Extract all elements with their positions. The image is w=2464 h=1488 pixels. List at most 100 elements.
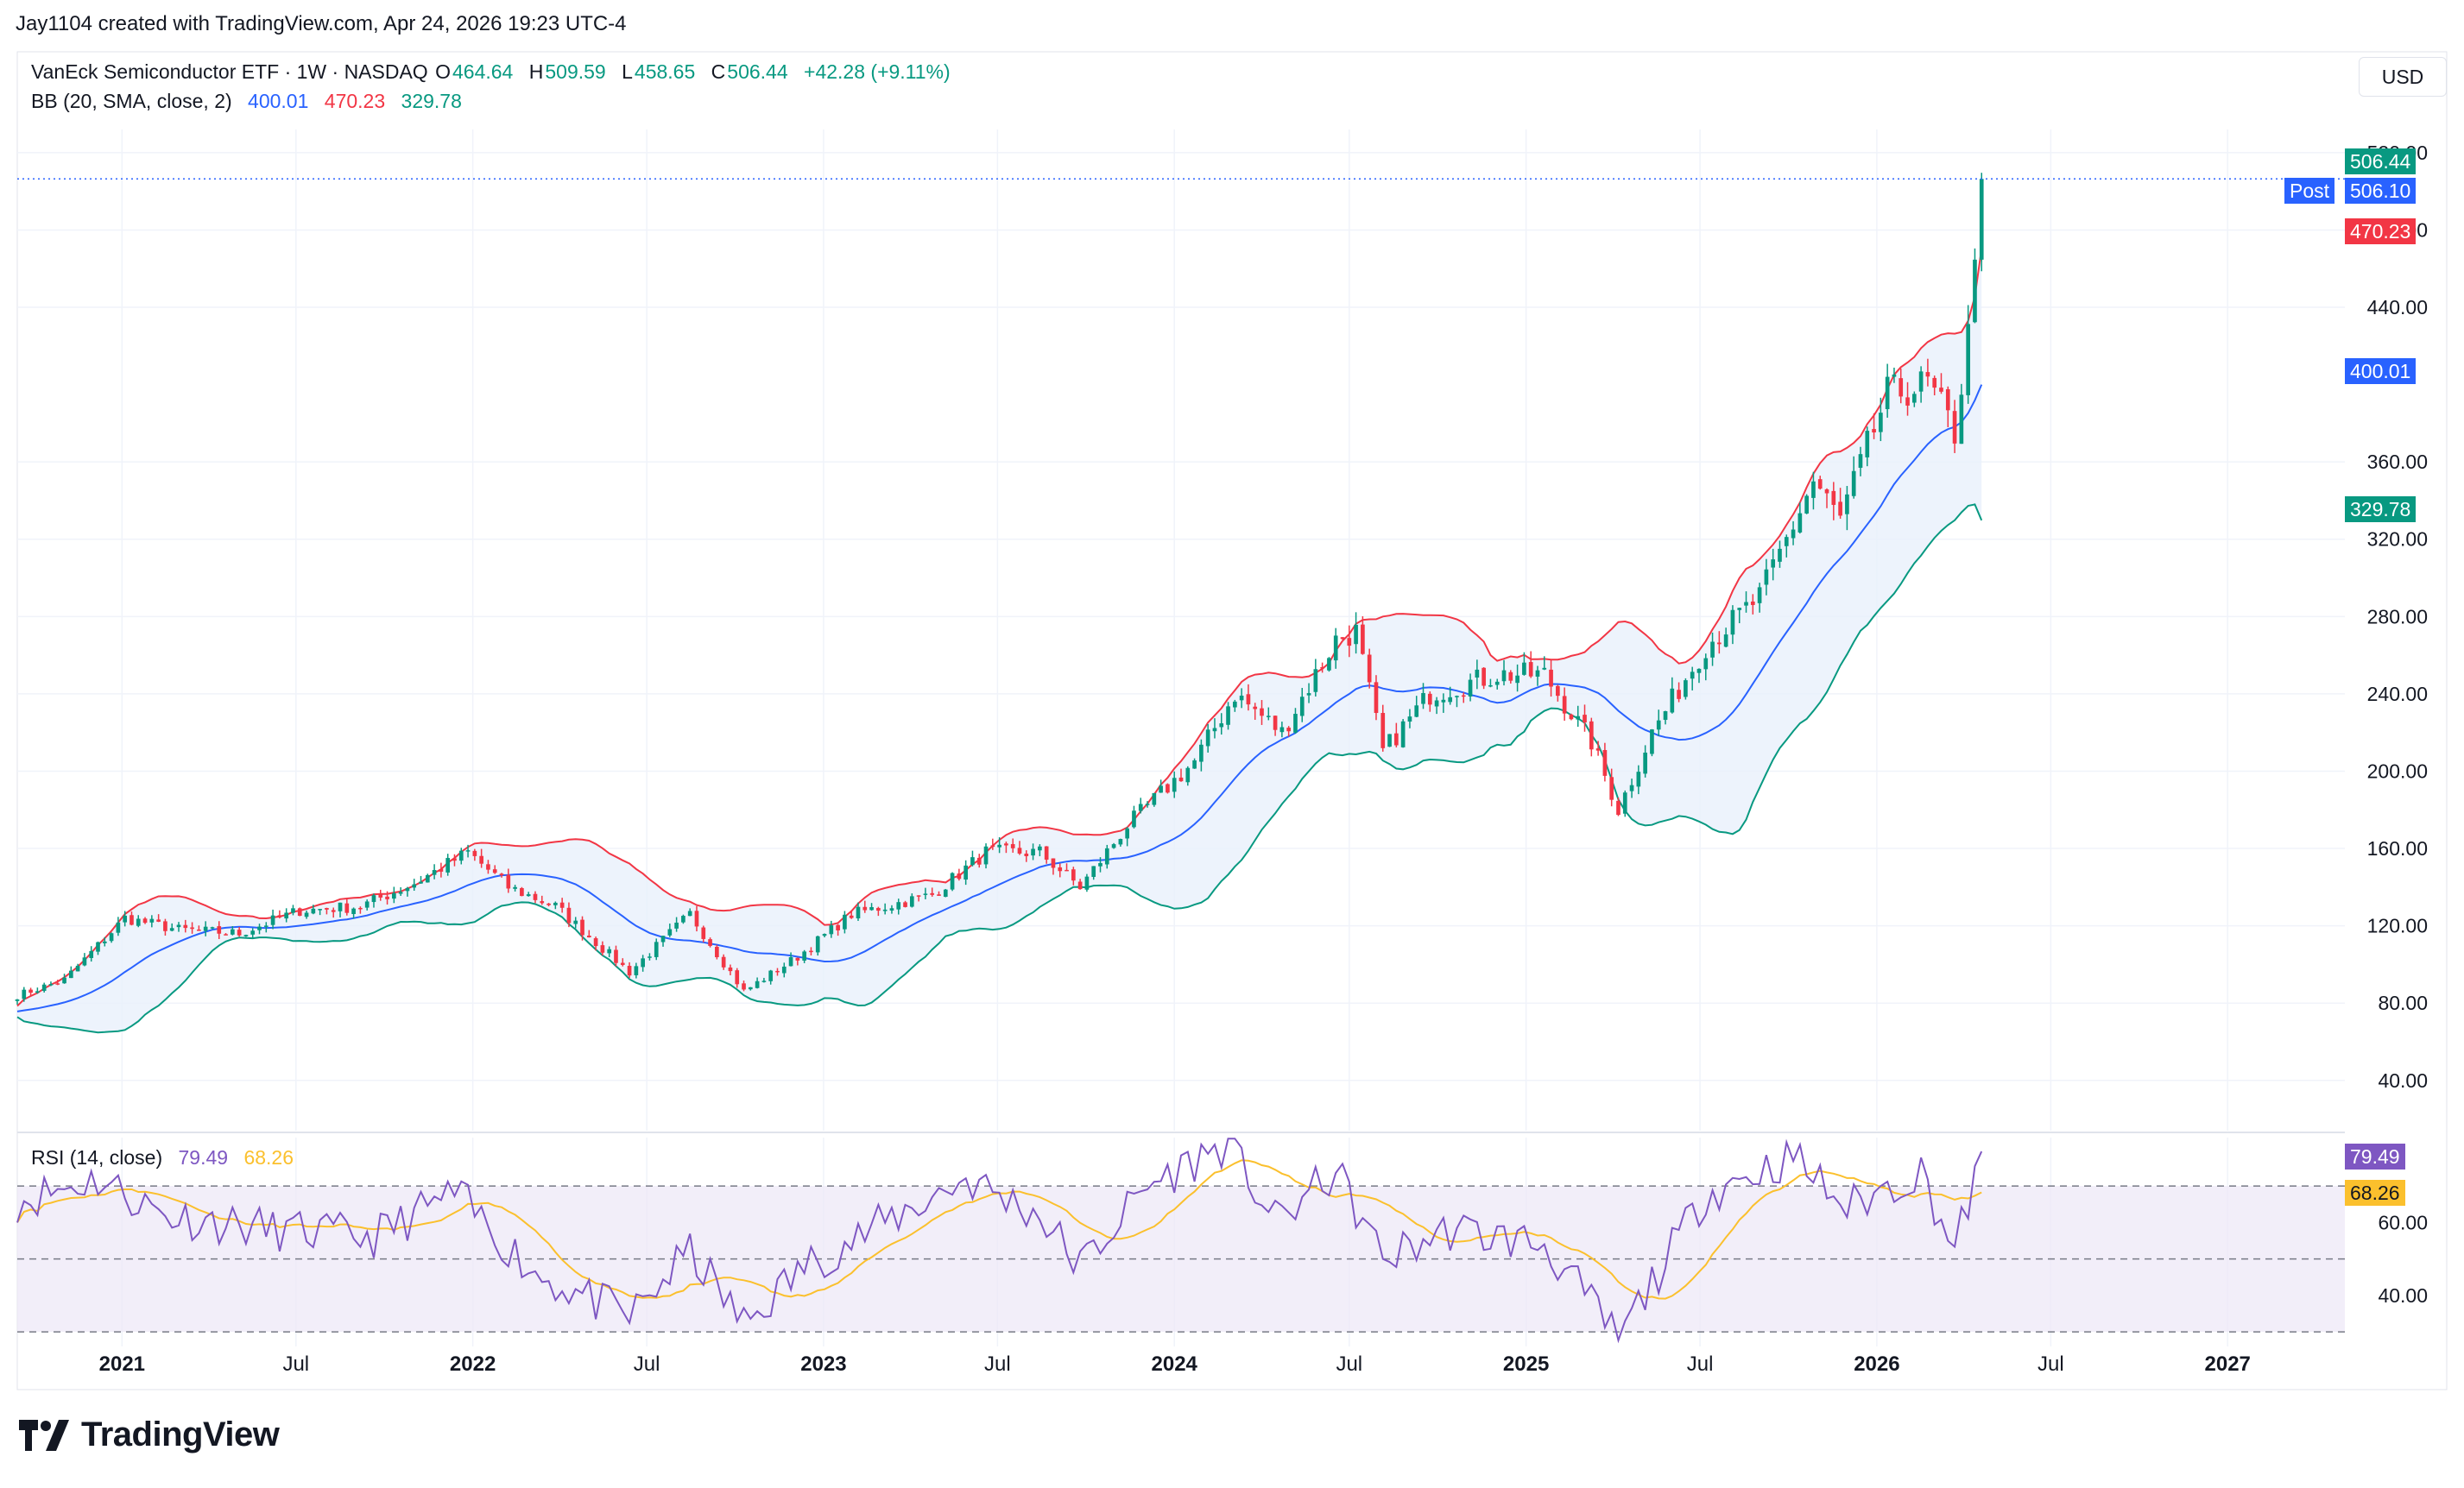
candle-body: [876, 907, 881, 911]
candle-body: [815, 936, 820, 953]
candle-body: [1737, 608, 1742, 610]
candle-body: [1817, 479, 1823, 489]
candle-body: [1549, 669, 1553, 687]
price-axis-label: 440.00: [2367, 296, 2428, 318]
candle-body: [1501, 670, 1507, 682]
candle-body: [1004, 843, 1008, 846]
candle-body: [22, 989, 27, 999]
candle-body: [250, 930, 256, 935]
candle-body: [1784, 537, 1789, 546]
candle-body: [1266, 716, 1271, 717]
candle-body: [197, 930, 201, 931]
candle-body: [788, 957, 793, 967]
candle-body: [1684, 680, 1688, 697]
candle-body: [1313, 669, 1318, 692]
candle-body: [1441, 699, 1446, 703]
candle-body: [1723, 634, 1728, 647]
price-axis-label: 120.00: [2367, 915, 2428, 937]
candle-body: [1945, 388, 1950, 411]
candle-body: [243, 935, 249, 936]
candle-body: [1872, 429, 1876, 432]
candle-body: [540, 901, 545, 904]
candle-body: [338, 902, 343, 911]
brand-name: TradingView: [81, 1415, 280, 1453]
candle-body: [237, 930, 242, 936]
candle-body: [1488, 684, 1493, 687]
tradingview-logo[interactable]: TradingView: [19, 1415, 280, 1454]
price-axis-label: 40.00: [2378, 1069, 2428, 1092]
candle-body: [1562, 696, 1567, 714]
candles-group: [15, 173, 1984, 1005]
candle-body: [1387, 734, 1392, 747]
candle-body: [425, 874, 430, 883]
candle-body: [465, 850, 471, 852]
candle-body: [916, 895, 921, 897]
candle-body: [634, 966, 639, 975]
open-value: 464.64: [452, 60, 514, 83]
time-axis-label: 2023: [800, 1352, 846, 1376]
candle-body: [559, 902, 565, 908]
candle-body: [405, 887, 410, 892]
candle-body: [1804, 495, 1809, 514]
candle-body: [1077, 881, 1083, 890]
candle-body: [1851, 470, 1856, 496]
candle-body: [1084, 876, 1090, 890]
candle-body: [735, 970, 740, 985]
candle-body: [809, 950, 813, 953]
candle-body: [1279, 727, 1285, 733]
candle-body: [1205, 729, 1210, 747]
candle-body: [432, 870, 437, 875]
bb-upper-value: 470.23: [324, 90, 386, 112]
candle-body: [499, 873, 504, 876]
candle-body: [715, 946, 719, 958]
candle-body: [748, 987, 753, 990]
low-value: 458.65: [634, 60, 696, 83]
candle-body: [344, 903, 350, 913]
candle-body: [526, 894, 531, 897]
candle-body: [1905, 397, 1910, 406]
time-axis-label: Jul: [282, 1352, 309, 1376]
candle-body: [1939, 388, 1943, 392]
candle-body: [1286, 728, 1292, 732]
candle-body: [1246, 694, 1251, 705]
candle-body: [1576, 716, 1581, 720]
candle-body: [136, 918, 141, 926]
price-axis-label: 200.00: [2367, 760, 2428, 782]
candle-body: [1918, 371, 1924, 392]
rsi-ma-tag: 68.26: [2345, 1180, 2405, 1206]
time-axis-label: Jul: [984, 1352, 1011, 1376]
candle-body: [1858, 454, 1863, 468]
candle-body: [1663, 710, 1668, 721]
candle-body: [1354, 624, 1358, 645]
candle-body: [1098, 862, 1102, 867]
candle-body: [586, 936, 591, 938]
candle-body: [203, 926, 208, 931]
candle-body: [385, 896, 389, 899]
candle-body: [378, 894, 383, 898]
symbol-name: VanEck Semiconductor ETF · 1W · NASDAQ: [31, 60, 428, 83]
candle-body: [1616, 800, 1621, 816]
candle-body: [68, 970, 73, 979]
candle-body: [142, 918, 148, 924]
candle-body: [398, 892, 403, 894]
currency-button[interactable]: USD: [2359, 57, 2447, 97]
candle-body: [1071, 869, 1076, 881]
candle-body: [1427, 693, 1432, 705]
time-axis-label: Jul: [634, 1352, 660, 1376]
candle-body: [224, 934, 228, 936]
candle-body: [1178, 777, 1184, 782]
candle-body: [829, 925, 834, 935]
candle-body: [1508, 671, 1513, 681]
time-axis-label: 2025: [1503, 1352, 1549, 1376]
candle-body: [1522, 662, 1526, 675]
candle-body: [1145, 804, 1150, 805]
candle-body: [1475, 669, 1480, 678]
candle-body: [1636, 772, 1641, 787]
candle-body: [513, 886, 517, 889]
candle-body: [1845, 494, 1849, 514]
candle-body: [1448, 697, 1453, 703]
bb-lower-line: [16, 503, 1983, 1034]
candle-body: [1380, 712, 1386, 748]
candle-body: [89, 950, 94, 958]
